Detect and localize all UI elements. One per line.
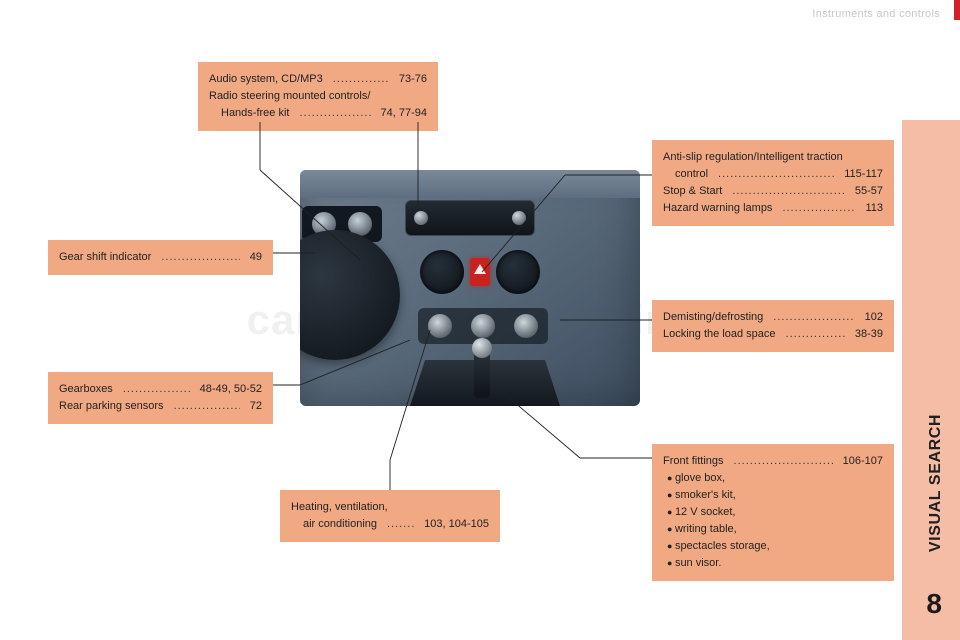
callout-gearshift: Gear shift indicator 49	[48, 240, 273, 275]
label: Anti-slip regulation/Intelligent tractio…	[663, 149, 843, 166]
hvac-dial-2	[471, 314, 495, 338]
list-item: sun visor.	[667, 555, 883, 572]
label: Hazard warning lamps	[663, 200, 772, 217]
center-vent-left	[420, 250, 464, 294]
chapter-title-text: VISUAL SEARCH	[927, 414, 945, 552]
dots	[174, 398, 240, 409]
list-item: spectacles storage,	[667, 538, 883, 555]
radio-unit	[405, 200, 535, 236]
radio-knob-left	[414, 211, 428, 225]
label: Demisting/defrosting	[663, 309, 763, 326]
label: Front fittings	[663, 453, 724, 470]
dots	[123, 381, 190, 392]
callout-fittings: Front fittings 106-107 glove box, smoker'…	[652, 444, 894, 581]
hazard-button	[470, 258, 490, 286]
chapter-number: 8	[926, 588, 942, 620]
list-item: writing table,	[667, 521, 883, 538]
page: 103, 104-105	[424, 516, 489, 533]
chapter-tab-bg	[902, 20, 960, 120]
radio-knob-right	[512, 211, 526, 225]
dots	[718, 166, 834, 177]
callout-demist: Demisting/defrosting 102 Locking the load…	[652, 300, 894, 352]
chapter-title: VISUAL SEARCH	[926, 398, 946, 568]
page: 48-49, 50-52	[200, 381, 262, 398]
list-item: smoker's kit,	[667, 487, 883, 504]
label: Heating, ventilation,	[291, 499, 388, 516]
list-item: glove box,	[667, 470, 883, 487]
dots	[782, 200, 855, 211]
hvac-dial-3	[514, 314, 538, 338]
label: control	[675, 166, 708, 183]
dashboard-illustration	[300, 170, 640, 406]
section-header: Instruments and controls	[0, 8, 940, 20]
callout-antislip: Anti-slip regulation/Intelligent tractio…	[652, 140, 894, 226]
dots	[299, 105, 370, 116]
callout-audio: Audio system, CD/MP3 73-76 Radio steering…	[198, 62, 438, 131]
page: 38-39	[855, 326, 883, 343]
red-corner-strip	[954, 0, 960, 22]
page: 73-76	[399, 71, 427, 88]
page: 74, 77-94	[381, 105, 427, 122]
label: Gear shift indicator	[59, 249, 151, 266]
label: Rear parking sensors	[59, 398, 164, 415]
center-vent-right	[496, 250, 540, 294]
steering-wheel	[300, 230, 400, 360]
dots	[734, 453, 833, 464]
page: 72	[250, 398, 262, 415]
gear-shifter	[474, 348, 490, 398]
label: Stop & Start	[663, 183, 722, 200]
dots	[161, 249, 239, 260]
dots	[387, 516, 414, 527]
dash-top	[300, 170, 640, 198]
page: 55-57	[855, 183, 883, 200]
dots	[732, 183, 845, 194]
page: 102	[865, 309, 883, 326]
label: Gearboxes	[59, 381, 113, 398]
list-item: 12 V socket,	[667, 504, 883, 521]
label: Hands-free kit	[221, 105, 289, 122]
label: air conditioning	[303, 516, 377, 533]
dots	[333, 71, 389, 82]
dots	[786, 326, 845, 337]
label: Audio system, CD/MP3	[209, 71, 323, 88]
fittings-list: glove box, smoker's kit, 12 V socket, wr…	[663, 470, 883, 572]
manual-page: Instruments and controls 173 VISUAL SEAR…	[0, 0, 960, 640]
dots	[773, 309, 854, 320]
page: 113	[865, 200, 883, 217]
hvac-dial-1	[428, 314, 452, 338]
page: 106-107	[843, 453, 883, 470]
page: 115-117	[844, 166, 883, 183]
label: Locking the load space	[663, 326, 776, 343]
callout-heating: Heating, ventilation, air conditioning 10…	[280, 490, 500, 542]
label: Radio steering mounted controls/	[209, 88, 370, 105]
callout-gearboxes: Gearboxes 48-49, 50-52 Rear parking senso…	[48, 372, 273, 424]
page: 49	[250, 249, 262, 266]
